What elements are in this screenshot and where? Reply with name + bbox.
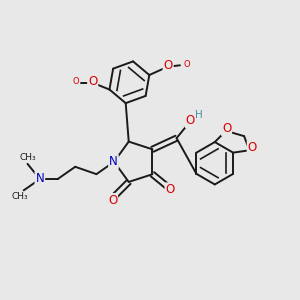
Text: O: O (72, 77, 79, 86)
Text: CH₃: CH₃ (12, 192, 28, 201)
Text: O: O (166, 183, 175, 196)
Text: O: O (88, 75, 97, 88)
Text: O: O (222, 122, 231, 135)
Text: O: O (108, 194, 117, 207)
Text: CH₃: CH₃ (19, 153, 36, 162)
Text: O: O (183, 60, 190, 69)
Text: N: N (35, 172, 44, 185)
Text: O: O (186, 114, 195, 127)
Text: H: H (195, 110, 203, 120)
Text: N: N (109, 155, 118, 168)
Text: O: O (164, 59, 173, 72)
Text: O: O (248, 141, 257, 154)
